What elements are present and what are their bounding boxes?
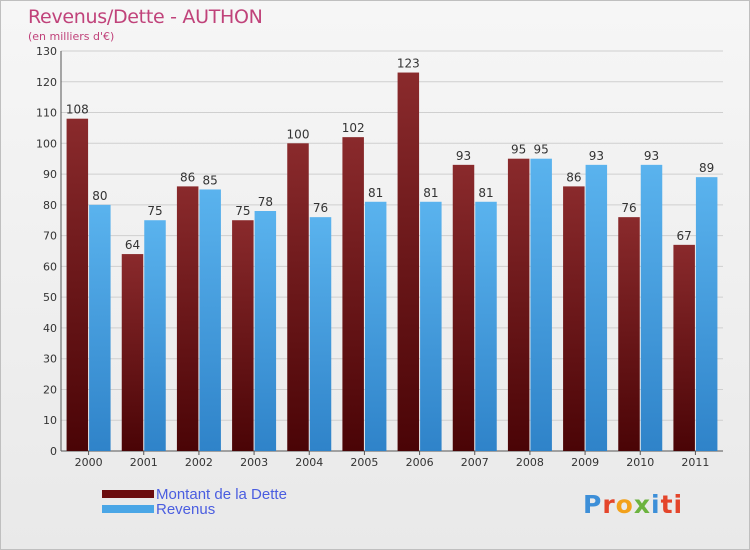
data-label: 93 <box>456 149 471 163</box>
bar-dette <box>673 244 695 451</box>
x-tick-label: 2006 <box>406 456 434 469</box>
bar-dette <box>452 164 475 451</box>
y-tick-label: 0 <box>50 445 57 458</box>
bar-revenus <box>475 201 497 451</box>
x-tick-label: 2001 <box>130 456 158 469</box>
data-label: 64 <box>125 238 140 252</box>
data-label: 76 <box>313 201 328 215</box>
legend-swatch-revenus <box>102 505 154 513</box>
data-label: 67 <box>677 229 692 243</box>
bar-revenus <box>585 164 608 451</box>
x-tick-label: 2011 <box>681 456 709 469</box>
y-tick-label: 130 <box>36 45 57 58</box>
x-tick-label: 2007 <box>461 456 489 469</box>
y-tick-label: 20 <box>43 383 57 396</box>
legend-swatch-dette <box>102 490 154 498</box>
data-label: 81 <box>423 186 438 200</box>
bar-revenus <box>254 211 277 451</box>
data-label: 95 <box>511 143 526 157</box>
bar-revenus <box>530 158 552 451</box>
y-tick-label: 30 <box>43 353 57 366</box>
y-tick-label: 50 <box>43 291 57 304</box>
data-label: 81 <box>478 186 493 200</box>
data-label: 80 <box>92 189 107 203</box>
y-tick-label: 100 <box>36 137 57 150</box>
bar-revenus <box>89 204 111 451</box>
data-label: 78 <box>258 195 273 209</box>
chart-title: Revenus/Dette - AUTHON <box>28 6 263 28</box>
data-label: 76 <box>621 201 636 215</box>
data-label: 89 <box>699 161 714 175</box>
data-label: 123 <box>397 57 420 71</box>
bar-revenus <box>309 217 332 451</box>
bar-revenus <box>640 164 663 451</box>
bar-dette <box>618 217 640 451</box>
y-tick-label: 70 <box>43 230 57 243</box>
x-tick-label: 2005 <box>350 456 378 469</box>
data-label: 95 <box>534 143 549 157</box>
y-tick-label: 90 <box>43 168 57 181</box>
bar-dette <box>121 254 144 451</box>
data-label: 85 <box>203 173 218 187</box>
data-label: 86 <box>180 170 195 184</box>
y-tick-label: 120 <box>36 76 57 89</box>
bar-revenus <box>695 177 718 451</box>
y-tick-label: 80 <box>43 199 57 212</box>
data-label: 75 <box>235 204 250 218</box>
chart-subtitle: (en milliers d'€) <box>28 30 115 43</box>
y-tick-label: 60 <box>43 260 57 273</box>
y-tick-label: 40 <box>43 322 57 335</box>
x-tick-label: 2008 <box>516 456 544 469</box>
data-label: 93 <box>589 149 604 163</box>
x-tick-label: 2004 <box>295 456 323 469</box>
y-tick-label: 10 <box>43 414 57 427</box>
data-label: 100 <box>287 127 310 141</box>
proxiti-logo: Proxiti <box>583 490 684 519</box>
bar-dette <box>232 220 254 451</box>
data-label: 108 <box>66 103 89 117</box>
data-label: 81 <box>368 186 383 200</box>
bar-revenus <box>144 220 166 451</box>
data-label: 86 <box>566 170 581 184</box>
bar-dette <box>507 158 530 451</box>
bar-dette <box>287 143 309 452</box>
bar-revenus <box>199 189 221 451</box>
bar-revenus <box>364 201 387 451</box>
bar-dette <box>397 72 420 452</box>
data-label: 75 <box>147 204 162 218</box>
x-tick-label: 2002 <box>185 456 213 469</box>
data-label: 102 <box>342 121 365 135</box>
bar-revenus <box>420 201 442 451</box>
legend-label-dette: Montant de la Dette <box>156 486 287 503</box>
bar-dette <box>176 186 199 451</box>
y-tick-label: 110 <box>36 107 57 120</box>
x-tick-label: 2000 <box>75 456 103 469</box>
bar-dette <box>66 118 89 451</box>
x-tick-label: 2009 <box>571 456 599 469</box>
bar-dette <box>342 137 364 451</box>
x-tick-label: 2010 <box>626 456 654 469</box>
bar-dette <box>563 186 585 451</box>
legend-label-revenus: Revenus <box>156 501 216 518</box>
x-tick-label: 2003 <box>240 456 268 469</box>
data-label: 93 <box>644 149 659 163</box>
